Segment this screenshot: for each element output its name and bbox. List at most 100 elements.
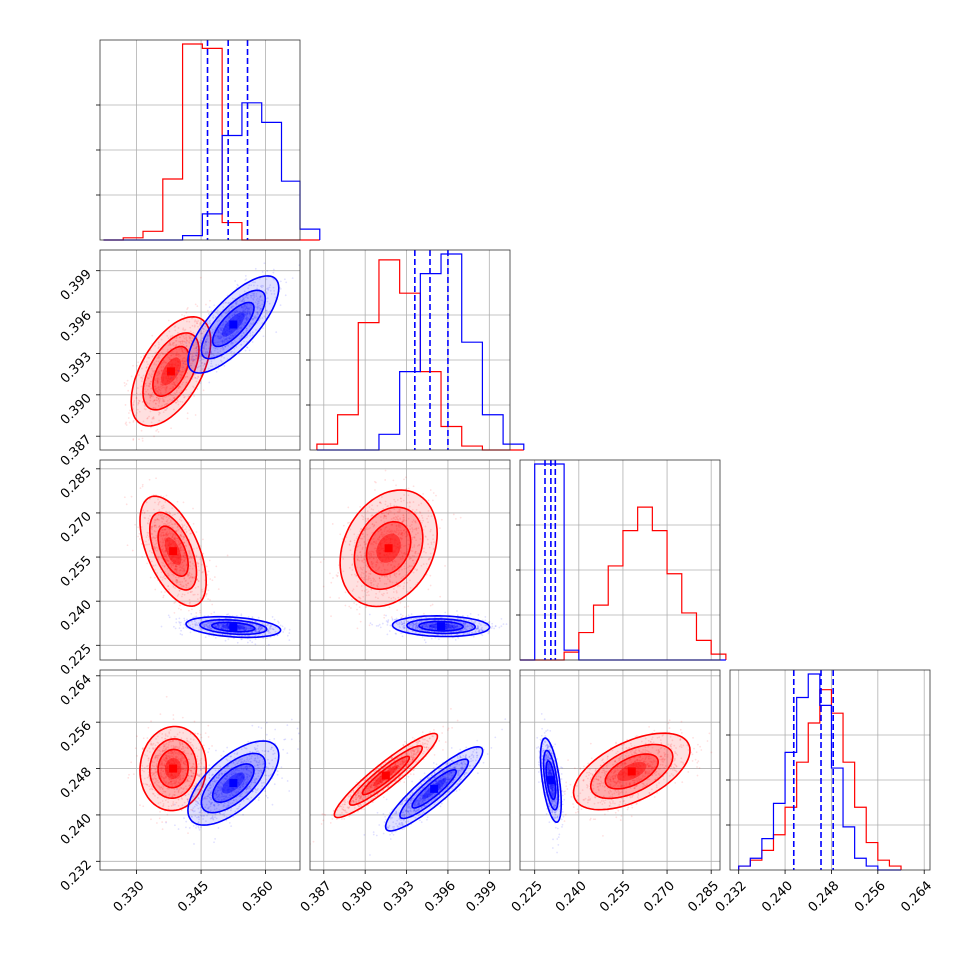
scatter-point <box>160 380 162 383</box>
scatter-point <box>178 336 181 339</box>
scatter-point <box>234 302 237 305</box>
scatter-point <box>338 597 341 599</box>
scatter-point <box>164 537 167 540</box>
scatter-point <box>257 624 260 627</box>
scatter-point <box>379 626 382 629</box>
scatter-point <box>236 316 239 319</box>
scatter-point <box>154 568 156 571</box>
scatter-point <box>180 373 183 376</box>
scatter-point <box>204 343 207 346</box>
scatter-point <box>172 396 175 399</box>
scatter-point <box>173 533 176 536</box>
scatter-point <box>204 353 207 356</box>
scatter-point <box>179 373 181 376</box>
scatter-point <box>174 580 177 583</box>
scatter-point <box>233 313 236 316</box>
scatter-point <box>172 541 175 544</box>
scatter-point <box>134 414 137 417</box>
scatter-point <box>179 562 182 565</box>
scatter-point <box>195 320 198 323</box>
scatter-point <box>227 301 230 304</box>
scatter-point <box>237 330 240 333</box>
scatter-point <box>174 560 177 562</box>
scatter-point <box>403 478 405 481</box>
scatter-point <box>239 315 242 317</box>
scatter-point <box>153 518 156 521</box>
scatter-point <box>174 362 177 365</box>
scatter-point <box>181 342 184 344</box>
scatter-point <box>171 399 174 402</box>
scatter-point <box>469 612 472 615</box>
scatter-point <box>171 556 173 558</box>
scatter-point <box>149 410 152 413</box>
scatter-point <box>167 356 170 359</box>
scatter-point <box>240 638 243 641</box>
scatter-point <box>158 525 161 528</box>
scatter-point <box>193 325 196 328</box>
scatter-point <box>174 325 177 328</box>
scatter-point <box>161 550 164 553</box>
scatter-point <box>183 346 186 348</box>
scatter-point <box>230 337 233 340</box>
scatter-point <box>245 307 248 309</box>
scatter-point <box>256 308 259 310</box>
scatter-point <box>195 354 198 357</box>
scatter-point <box>186 573 189 576</box>
scatter-point <box>172 342 174 344</box>
scatter-point <box>177 387 180 390</box>
scatter-point <box>202 330 205 333</box>
scatter-point <box>143 360 146 363</box>
scatter-point <box>217 335 220 338</box>
scatter-point <box>252 318 255 320</box>
scatter-point <box>176 379 178 382</box>
scatter-point <box>209 578 212 580</box>
scatter-point <box>188 572 191 575</box>
scatter-point <box>152 371 154 373</box>
scatter-point <box>160 571 163 574</box>
scatter-point <box>177 353 180 356</box>
scatter-point <box>238 330 241 333</box>
scatter-point <box>183 360 186 363</box>
scatter-point <box>158 401 161 404</box>
scatter-point <box>182 627 185 630</box>
scatter-point <box>173 602 176 604</box>
scatter-point <box>252 317 255 320</box>
scatter-point <box>242 626 245 628</box>
scatter-point <box>192 359 195 362</box>
scatter-point <box>181 526 184 528</box>
scatter-point <box>178 556 181 559</box>
scatter-point <box>175 618 178 620</box>
scatter-point <box>201 571 204 574</box>
scatter-point <box>202 347 205 350</box>
scatter-point <box>256 630 259 633</box>
scatter-point <box>185 353 188 355</box>
scatter-point <box>245 626 248 629</box>
scatter-point <box>174 568 177 570</box>
scatter-point <box>153 524 156 527</box>
scatter-point <box>180 563 183 566</box>
scatter-point <box>168 381 171 383</box>
scatter-point <box>180 371 183 374</box>
scatter-point <box>162 379 165 382</box>
scatter-point <box>167 563 170 566</box>
scatter-point <box>139 487 142 490</box>
scatter-point <box>143 512 146 514</box>
scatter-point <box>156 556 159 559</box>
scatter-point <box>199 345 202 348</box>
scatter-point <box>188 335 191 338</box>
scatter-point <box>168 342 171 344</box>
scatter-point <box>166 538 169 541</box>
scatter-point <box>247 287 250 290</box>
scatter-point <box>162 506 165 509</box>
scatter-point <box>179 340 182 343</box>
scatter-point <box>170 523 173 526</box>
scatter-point <box>237 317 240 320</box>
scatter-point <box>196 388 199 390</box>
scatter-point <box>172 353 175 356</box>
scatter-point <box>192 593 195 596</box>
scatter-point <box>248 308 251 310</box>
scatter-point <box>183 569 186 572</box>
scatter-point <box>157 397 160 400</box>
panel-frame <box>99 249 301 451</box>
scatter-point <box>179 542 182 545</box>
